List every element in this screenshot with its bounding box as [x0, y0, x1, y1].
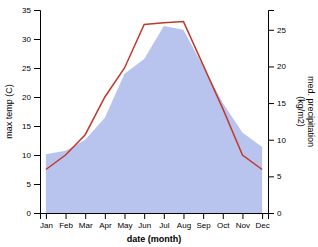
- y-axis-title: max temp (C): [4, 84, 14, 139]
- tick-label: Jun: [138, 221, 151, 230]
- tick-mark: [34, 126, 40, 127]
- tick: 20: [268, 62, 286, 71]
- tick-mark: [268, 213, 274, 214]
- tick: Mar: [79, 213, 93, 230]
- tick-mark: [34, 10, 40, 11]
- tick-label: 10: [277, 136, 286, 145]
- tick-mark: [125, 213, 126, 219]
- tick-label: Aug: [177, 221, 191, 230]
- y-axis: 0 5 10 15 20 25 30 35: [22, 6, 40, 218]
- tick: 25: [268, 26, 286, 35]
- tick-label: 5: [277, 172, 282, 181]
- tick: Jul: [159, 213, 169, 230]
- tick: 10: [22, 151, 40, 160]
- tick-label: 20: [22, 93, 31, 102]
- tick-mark: [34, 39, 40, 40]
- tick: May: [117, 213, 132, 230]
- tick: Jun: [138, 213, 151, 230]
- tick-label: 30: [22, 35, 31, 44]
- tick: 5: [268, 172, 282, 181]
- tick: Oct: [217, 213, 230, 230]
- tick: 35: [22, 6, 40, 15]
- tick: 25: [22, 64, 40, 73]
- tick: 30: [22, 35, 40, 44]
- tick-mark: [268, 103, 274, 104]
- tick: 5: [27, 180, 40, 189]
- tick-mark: [183, 213, 184, 219]
- tick: 15: [22, 122, 40, 131]
- axis-line: [41, 214, 269, 220]
- tick-label: Sep: [197, 221, 212, 230]
- tick-mark: [34, 155, 40, 156]
- tick-mark: [223, 213, 224, 219]
- tick-label: 10: [22, 151, 31, 160]
- tick-label: Feb: [59, 221, 73, 230]
- tick-label: May: [117, 221, 132, 230]
- tick: Nov: [236, 213, 250, 230]
- tick-mark: [242, 213, 243, 219]
- tick: Apr: [99, 213, 112, 230]
- tick: Aug: [177, 213, 191, 230]
- tick-mark: [268, 140, 274, 141]
- tick: Feb: [59, 213, 73, 230]
- tick-mark: [268, 66, 274, 67]
- tick-mark: [66, 213, 67, 219]
- tick-label: 25: [22, 64, 31, 73]
- tick: Jan: [40, 213, 53, 230]
- tick-label: Mar: [79, 221, 93, 230]
- tick-label: Jul: [159, 221, 169, 230]
- tick-mark: [262, 213, 263, 219]
- axis-line: [269, 11, 275, 214]
- area: [46, 26, 262, 213]
- tick-label: 15: [22, 122, 31, 131]
- marks: [46, 22, 262, 213]
- tick-mark: [105, 213, 106, 219]
- tick-label: Dec: [255, 221, 269, 230]
- tick-label: 25: [277, 26, 286, 35]
- tick: Dec: [255, 213, 269, 230]
- y2-axis: 0 5 10 15 20 25: [268, 11, 286, 219]
- tick-mark: [34, 213, 40, 214]
- tick-label: 0: [27, 209, 32, 218]
- tick-mark: [34, 184, 40, 185]
- tick: 20: [22, 93, 40, 102]
- tick-label: 20: [277, 62, 286, 71]
- tick-mark: [46, 213, 47, 219]
- line: [46, 22, 262, 170]
- tick-mark: [164, 213, 165, 219]
- tick-mark: [268, 176, 274, 177]
- tick-label: Jan: [40, 221, 53, 230]
- tick-mark: [34, 68, 40, 69]
- tick-mark: [34, 97, 40, 98]
- tick-label: Apr: [99, 221, 112, 230]
- x-axis-title: date (month): [127, 234, 182, 244]
- tick: 15: [268, 99, 286, 108]
- tick: 10: [268, 136, 286, 145]
- plot: Jan Feb Mar Apr May Jun Jul Aug Sep Oct Nov Dec 0 5 10…: [4, 6, 316, 244]
- tick: 0: [268, 209, 282, 218]
- axis-line: [34, 11, 41, 214]
- tick-mark: [85, 213, 86, 219]
- tick-label: 35: [22, 6, 31, 15]
- tick-label: Oct: [217, 221, 230, 230]
- x-axis: Jan Feb Mar Apr May Jun Jul Aug Sep Oct Nov Dec: [40, 213, 270, 230]
- tick-label: Nov: [236, 221, 250, 230]
- tick: 0: [27, 209, 40, 218]
- y2-axis-title: med. precipitation(kg/m2): [296, 76, 316, 147]
- chart: Jan Feb Mar Apr May Jun Jul Aug Sep Oct Nov Dec 0 5 10…: [0, 0, 318, 247]
- tick-mark: [144, 213, 145, 219]
- tick-label: 5: [27, 180, 32, 189]
- tick: Sep: [197, 213, 212, 230]
- tick-label: 0: [277, 209, 282, 218]
- tick-mark: [203, 213, 204, 219]
- tick-mark: [268, 30, 274, 31]
- tick-label: 15: [277, 99, 286, 108]
